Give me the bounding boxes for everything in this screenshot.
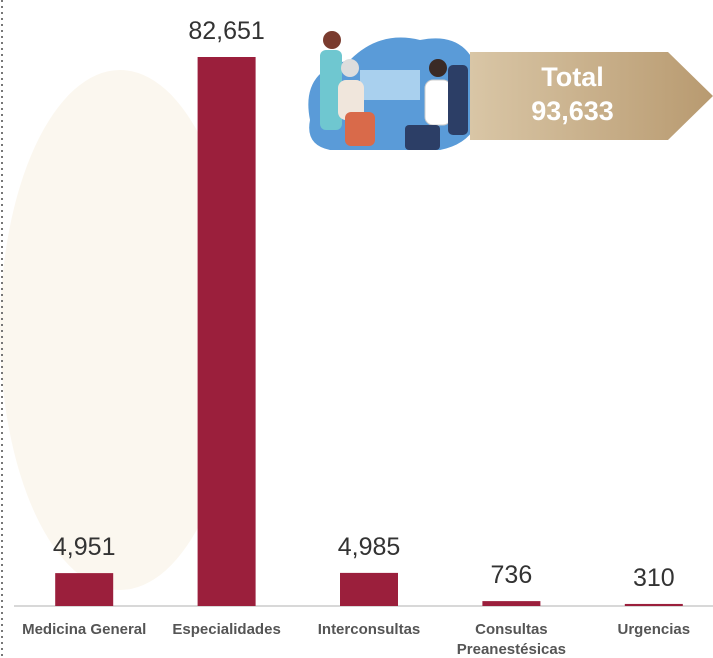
illustration-head xyxy=(323,31,341,49)
x-tick-label: Urgencias xyxy=(617,621,691,638)
bar xyxy=(340,572,398,606)
total-title: Total xyxy=(541,62,604,92)
illustration-head xyxy=(341,59,359,77)
total-arrow xyxy=(470,52,713,140)
illustration-chair xyxy=(448,65,468,135)
background-shape xyxy=(0,70,240,590)
illustration-doctor xyxy=(424,79,452,126)
illustration-doctor-legs xyxy=(405,125,440,150)
illustration-window xyxy=(360,70,420,100)
bar xyxy=(197,57,256,606)
illustration-patient-legs xyxy=(345,112,375,146)
illustration-nurse xyxy=(320,50,342,130)
x-tick-label: Interconsultas xyxy=(317,621,421,638)
bar xyxy=(55,573,114,606)
bar xyxy=(482,601,541,606)
x-tick-label: Medicina General xyxy=(22,621,147,638)
total-value: 93,633 xyxy=(531,96,614,126)
x-tick-label: Consultas Preanestésicas xyxy=(456,621,567,658)
illustration xyxy=(308,31,482,150)
value-label: 4,951 xyxy=(53,533,116,561)
illustration-head xyxy=(429,59,447,77)
value-label: 4,985 xyxy=(338,533,401,561)
value-label: 736 xyxy=(491,561,533,589)
bar xyxy=(624,603,683,606)
value-label: 310 xyxy=(633,564,675,592)
x-tick-label: Especialidades xyxy=(172,621,281,638)
illustration-patient xyxy=(338,80,364,120)
value-label: 82,651 xyxy=(188,17,264,45)
